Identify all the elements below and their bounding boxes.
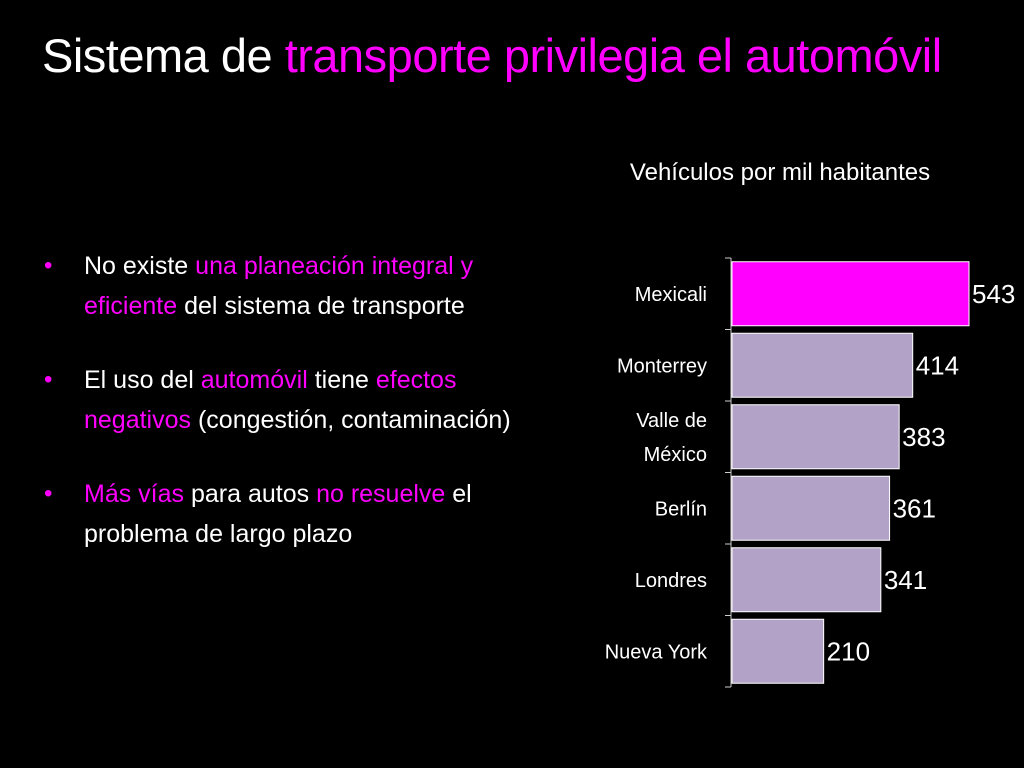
- data-label: 383: [902, 422, 945, 452]
- bullet-text: No existe: [84, 252, 196, 280]
- category-label: Berlín: [655, 498, 707, 520]
- bullet-text: para autos: [184, 480, 317, 508]
- chart-title: Vehículos por mil habitantes: [629, 159, 931, 186]
- bullet-list: • No existe una planeación integral y ef…: [44, 246, 534, 588]
- bullet-text: (congestión, contaminación): [191, 406, 511, 434]
- category-label: Monterrey: [617, 355, 707, 377]
- data-label: 210: [827, 636, 870, 666]
- slide-title: Sistema de transporte privilegia el auto…: [42, 26, 942, 86]
- bullet-highlight: efectos negativos: [84, 366, 457, 434]
- title-part-plain: Sistema de: [42, 29, 273, 82]
- bullet-item: • El uso del automóvil tiene efectos neg…: [44, 360, 534, 440]
- bullet-text: El uso del: [84, 366, 201, 394]
- bullet-text: del sistema de transporte: [177, 292, 465, 320]
- data-label: 414: [916, 350, 959, 380]
- bar: [731, 618, 825, 684]
- data-label: 361: [893, 493, 936, 523]
- category-label: Mexicali: [635, 284, 707, 306]
- bullet-highlight: una planeación integral y eficiente: [84, 252, 474, 320]
- bullet-item: • No existe una planeación integral y ef…: [44, 246, 534, 326]
- bullet-dot-icon: •: [44, 252, 53, 279]
- bar: [731, 261, 970, 327]
- bullet-item: • Más vías para autos no resuelve el pro…: [44, 474, 534, 554]
- bullet-highlight: Más vías: [84, 480, 185, 508]
- category-label: Londres: [635, 570, 707, 592]
- data-label: 341: [884, 565, 927, 595]
- bar: [731, 332, 914, 398]
- bullet-text: tiene: [307, 366, 376, 394]
- bullet-highlight: automóvil: [200, 366, 308, 394]
- bullet-highlight: no resuelve: [316, 480, 446, 508]
- data-label: 543: [972, 279, 1015, 309]
- bar: [731, 547, 882, 613]
- category-label: Nueva York: [605, 641, 708, 663]
- bar: [731, 475, 891, 541]
- category-label: Valle de: [636, 410, 707, 432]
- bullet-dot-icon: •: [44, 366, 53, 393]
- category-label: México: [644, 444, 707, 466]
- title-part-accent: transporte privilegia el automóvil: [284, 29, 943, 82]
- bullet-dot-icon: •: [44, 480, 53, 507]
- bar: [731, 404, 900, 470]
- bullet-text: el problema de largo plazo: [84, 480, 472, 548]
